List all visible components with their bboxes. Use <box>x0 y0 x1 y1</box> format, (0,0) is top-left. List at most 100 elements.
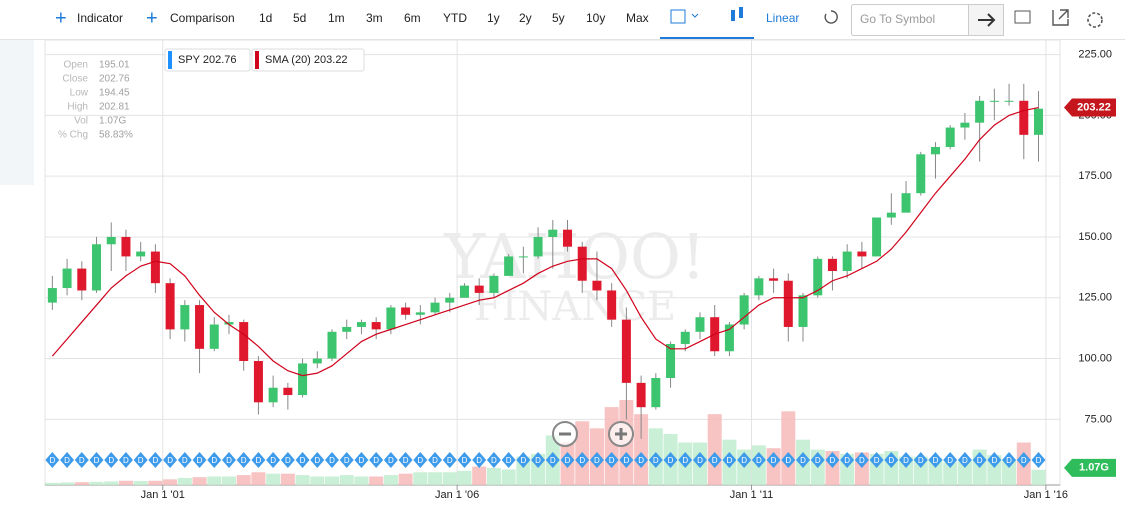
dividend-marker[interactable] <box>957 452 972 468</box>
dividend-marker[interactable] <box>89 452 104 468</box>
dividend-marker[interactable] <box>589 452 604 468</box>
calendar-tab[interactable] <box>660 0 754 38</box>
dividend-marker[interactable] <box>369 452 384 468</box>
dividend-marker[interactable] <box>133 452 148 468</box>
candle-body <box>872 217 882 257</box>
dividend-marker[interactable] <box>236 452 251 468</box>
dividend-marker[interactable] <box>810 452 825 468</box>
dividend-marker[interactable] <box>737 452 752 468</box>
dividend-marker[interactable] <box>266 452 281 468</box>
dividend-marker[interactable] <box>722 452 737 468</box>
dividend-marker[interactable] <box>707 452 722 468</box>
dividend-marker[interactable] <box>531 452 546 468</box>
dividend-marker[interactable] <box>972 452 987 468</box>
range-button[interactable]: 10y <box>586 11 605 25</box>
dividend-marker[interactable] <box>398 452 413 468</box>
range-button[interactable]: 1m <box>328 11 345 25</box>
dividend-marker[interactable] <box>251 452 266 468</box>
dividend-marker[interactable] <box>619 452 634 468</box>
dividend-marker[interactable] <box>516 452 531 468</box>
volume-bar <box>148 480 163 485</box>
candle-body <box>445 297 455 303</box>
dividend-marker[interactable] <box>60 452 75 468</box>
dividend-marker[interactable] <box>413 452 428 468</box>
dividend-marker[interactable] <box>869 452 884 468</box>
dividend-marker[interactable] <box>899 452 914 468</box>
range-button[interactable]: 6m <box>404 11 421 25</box>
dividend-marker[interactable] <box>560 452 575 468</box>
dividend-marker[interactable] <box>428 452 443 468</box>
dividend-marker[interactable] <box>1002 452 1017 468</box>
range-button[interactable]: YTD <box>443 11 467 25</box>
dividend-marker[interactable] <box>840 452 855 468</box>
dividend-marker[interactable] <box>354 452 369 468</box>
dividend-marker[interactable] <box>486 452 501 468</box>
dividend-marker[interactable] <box>74 452 89 468</box>
range-button[interactable]: Max <box>626 11 649 25</box>
dividend-marker[interactable] <box>442 452 457 468</box>
dividend-marker[interactable] <box>339 452 354 468</box>
dividend-marker[interactable] <box>221 452 236 468</box>
dividend-marker[interactable] <box>207 452 222 468</box>
dividend-marker[interactable] <box>177 452 192 468</box>
dividend-marker[interactable] <box>163 452 178 468</box>
candle-body <box>504 256 514 276</box>
volume-bar <box>133 481 148 485</box>
print-icon[interactable] <box>1014 10 1031 24</box>
dividend-marker[interactable] <box>648 452 663 468</box>
dividend-marker[interactable] <box>295 452 310 468</box>
dividend-marker[interactable] <box>663 452 678 468</box>
dividend-marker[interactable] <box>118 452 133 468</box>
range-button[interactable]: 1y <box>487 11 500 25</box>
dividend-marker[interactable] <box>310 452 325 468</box>
dividend-marker[interactable] <box>825 452 840 468</box>
candle-body <box>769 278 779 281</box>
dividend-marker[interactable] <box>766 452 781 468</box>
dividend-marker[interactable] <box>678 452 693 468</box>
range-button[interactable]: 1d <box>259 11 272 25</box>
dividend-label: D <box>256 456 262 465</box>
dividend-label: D <box>535 456 541 465</box>
dividend-marker[interactable] <box>987 452 1002 468</box>
dividend-marker[interactable] <box>325 452 340 468</box>
candle-icon[interactable] <box>731 10 735 21</box>
dividend-marker[interactable] <box>472 452 487 468</box>
dividend-marker[interactable] <box>781 452 796 468</box>
dividend-marker[interactable] <box>280 452 295 468</box>
comparison-button[interactable]: Comparison <box>170 11 235 25</box>
dividend-marker[interactable] <box>928 452 943 468</box>
dividend-marker[interactable] <box>913 452 928 468</box>
x-tick-label: Jan 1 '01 <box>141 489 185 501</box>
dividend-marker[interactable] <box>501 452 516 468</box>
indicator-button[interactable]: Indicator <box>77 11 123 25</box>
dividend-marker[interactable] <box>457 452 472 468</box>
dividend-label: D <box>329 456 335 465</box>
dividend-marker[interactable] <box>1031 452 1046 468</box>
dividend-marker[interactable] <box>545 452 560 468</box>
range-button[interactable]: 3m <box>366 11 383 25</box>
dividend-marker[interactable] <box>104 452 119 468</box>
dividend-marker[interactable] <box>1016 452 1031 468</box>
range-button[interactable]: 5y <box>552 11 565 25</box>
dividend-marker[interactable] <box>383 452 398 468</box>
sma-line <box>51 106 1039 377</box>
dividend-marker[interactable] <box>884 452 899 468</box>
dividend-marker[interactable] <box>604 452 619 468</box>
range-button[interactable]: 5d <box>293 11 306 25</box>
dividend-marker[interactable] <box>943 452 958 468</box>
dividend-marker[interactable] <box>45 452 60 468</box>
dividend-marker[interactable] <box>148 452 163 468</box>
dividend-marker[interactable] <box>796 452 811 468</box>
scale-button[interactable]: Linear <box>766 11 799 25</box>
y-tick-label: 125.00 <box>1078 292 1112 304</box>
dividend-marker[interactable] <box>751 452 766 468</box>
range-button[interactable]: 2y <box>519 11 532 25</box>
dividend-marker[interactable] <box>192 452 207 468</box>
undo-icon[interactable] <box>824 10 838 24</box>
dividend-marker[interactable] <box>634 452 649 468</box>
share-icon[interactable] <box>1052 9 1069 26</box>
dividend-marker[interactable] <box>854 452 869 468</box>
settings-icon[interactable] <box>1087 12 1103 28</box>
dividend-marker[interactable] <box>692 452 707 468</box>
dividend-marker[interactable] <box>575 452 590 468</box>
